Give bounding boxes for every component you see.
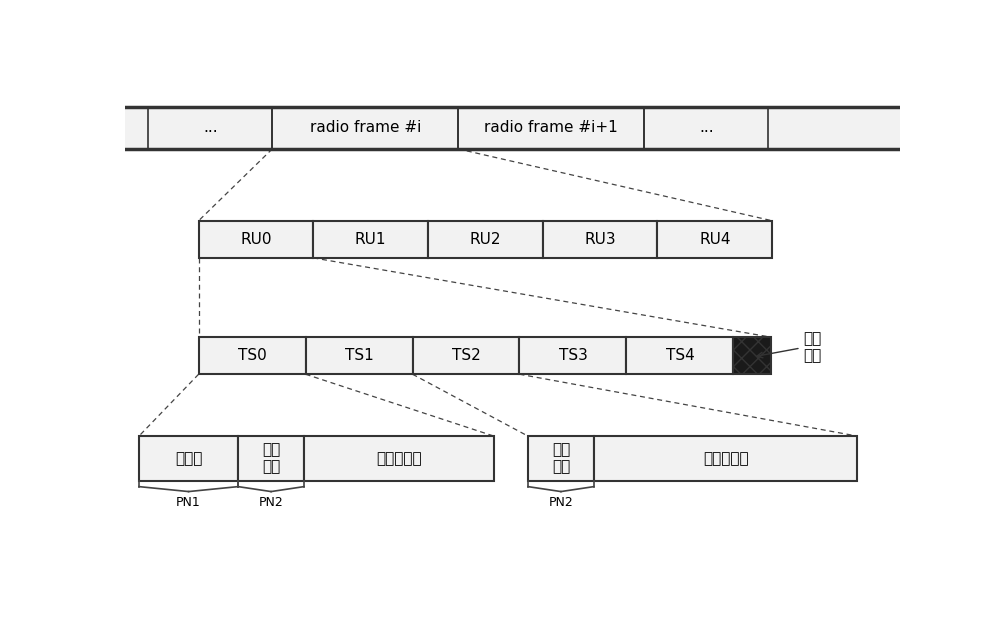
Text: TS2: TS2 xyxy=(452,348,480,363)
Text: RU1: RU1 xyxy=(355,232,386,247)
Text: PN2: PN2 xyxy=(259,496,283,509)
Text: 导引
序列: 导引 序列 xyxy=(552,442,570,475)
Text: TS1: TS1 xyxy=(345,348,373,363)
Text: RU0: RU0 xyxy=(240,232,272,247)
Text: 同步头: 同步头 xyxy=(175,451,202,466)
Bar xyxy=(313,221,428,258)
Text: ...: ... xyxy=(203,120,218,136)
Text: 保护
间隔: 保护 间隔 xyxy=(803,331,821,363)
Bar xyxy=(238,436,304,481)
Text: TS3: TS3 xyxy=(559,348,587,363)
Bar xyxy=(733,337,771,374)
Text: ...: ... xyxy=(699,120,714,136)
Bar xyxy=(304,436,494,481)
Text: RU3: RU3 xyxy=(584,232,616,247)
Text: 业务数据区: 业务数据区 xyxy=(703,451,748,466)
Bar xyxy=(543,221,657,258)
Text: 控制数据区: 控制数据区 xyxy=(376,451,422,466)
Text: PN2: PN2 xyxy=(549,496,573,509)
Bar xyxy=(428,221,543,258)
Bar xyxy=(199,337,306,374)
Bar xyxy=(139,436,238,481)
Bar xyxy=(594,436,857,481)
Text: 导引
序列: 导引 序列 xyxy=(262,442,280,475)
Text: RU4: RU4 xyxy=(699,232,731,247)
Bar xyxy=(528,436,594,481)
Bar xyxy=(626,337,733,374)
Bar xyxy=(125,107,900,149)
Bar xyxy=(519,337,626,374)
Bar xyxy=(657,221,772,258)
Bar xyxy=(413,337,519,374)
Text: radio frame #i: radio frame #i xyxy=(310,120,421,136)
Text: PN1: PN1 xyxy=(176,496,201,509)
Bar xyxy=(306,337,413,374)
Bar xyxy=(199,221,313,258)
Text: TS4: TS4 xyxy=(666,348,694,363)
Text: radio frame #i+1: radio frame #i+1 xyxy=(484,120,618,136)
Text: TS0: TS0 xyxy=(238,348,266,363)
Text: RU2: RU2 xyxy=(470,232,501,247)
